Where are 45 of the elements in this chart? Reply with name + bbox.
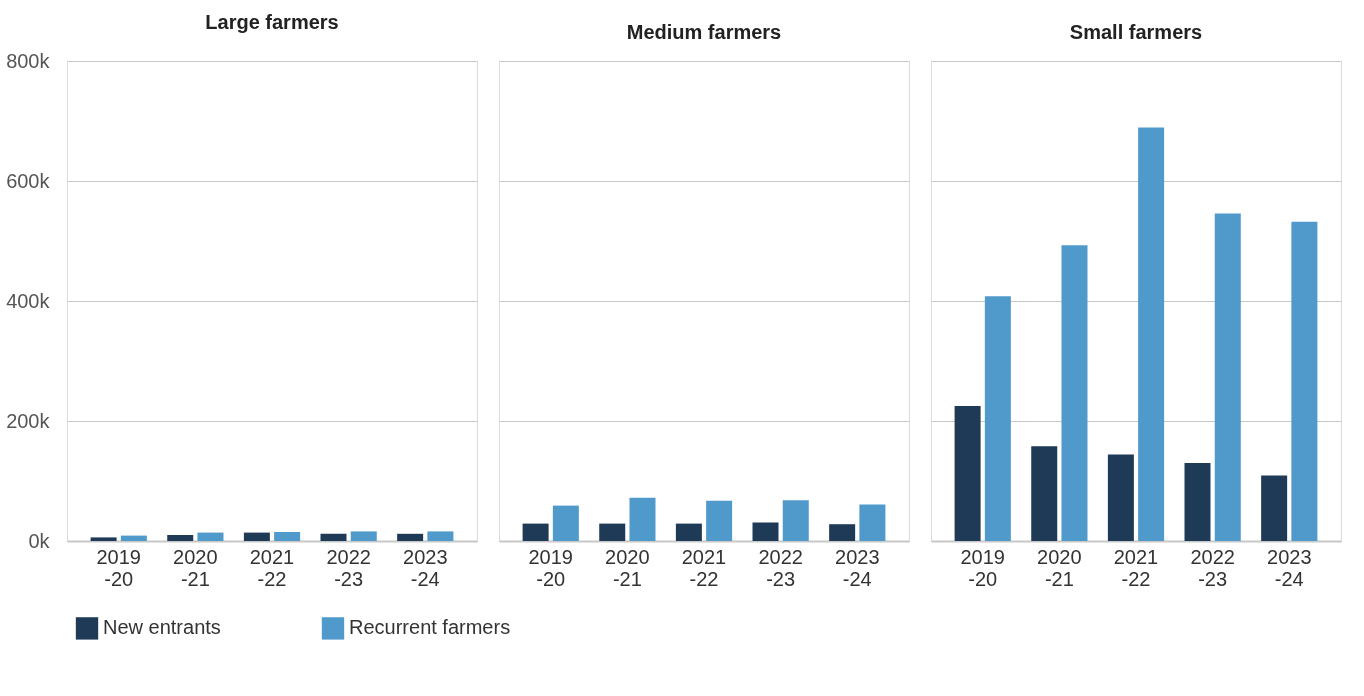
- bar: [782, 500, 809, 541]
- bar: [1261, 475, 1288, 541]
- x-tick-label: 2019 -20: [528, 545, 573, 590]
- x-tick-label: 2020 -21: [1037, 545, 1082, 590]
- x-tick-label: 2020 -21: [605, 545, 650, 590]
- bar: [599, 523, 626, 541]
- bar: [859, 504, 886, 541]
- x-tick-label: 2022 -23: [758, 545, 803, 590]
- y-tick-label: 600k: [6, 169, 51, 192]
- bar: [752, 522, 779, 541]
- x-tick-label: 2019 -20: [96, 545, 141, 590]
- bar: [1214, 213, 1241, 541]
- x-tick-label: 2023 -24: [1267, 545, 1312, 590]
- x-tick-label: 2023 -24: [835, 545, 880, 590]
- chart-title: Large farmers: [205, 11, 339, 33]
- bar: [1184, 463, 1211, 541]
- x-tick-label: 2022 -23: [1190, 545, 1235, 590]
- x-tick-label: 2021 -22: [1113, 545, 1159, 590]
- y-tick-label: 0k: [28, 529, 51, 552]
- bar: [552, 505, 579, 541]
- bar: [1031, 446, 1058, 541]
- bar: [1061, 245, 1088, 541]
- bar: [954, 406, 981, 541]
- chart-title: Small farmers: [1069, 21, 1203, 43]
- x-tick-label: 2021 -22: [681, 545, 727, 590]
- y-tick-label: 200k: [6, 409, 51, 432]
- bar: [829, 524, 856, 541]
- bar: [675, 523, 702, 541]
- bar: [522, 523, 549, 541]
- bar: [706, 500, 733, 541]
- x-tick-label: 2021 -22: [249, 545, 295, 590]
- x-tick-label: 2022 -23: [326, 545, 371, 590]
- chart-title: Medium farmers: [626, 21, 782, 43]
- bar: [1291, 221, 1318, 541]
- x-tick-label: 2019 -20: [960, 545, 1005, 590]
- legend-label: New entrants: [103, 616, 221, 639]
- x-tick-label: 2023 -24: [403, 545, 448, 590]
- y-tick-label: 800k: [6, 49, 51, 72]
- bar: [1107, 454, 1134, 541]
- legend-label: Recurrent farmers: [349, 616, 511, 639]
- x-tick-label: 2020 -21: [173, 545, 218, 590]
- bar: [629, 497, 656, 541]
- y-tick-label: 400k: [6, 289, 51, 312]
- bar: [1138, 127, 1165, 541]
- bar: [984, 296, 1011, 541]
